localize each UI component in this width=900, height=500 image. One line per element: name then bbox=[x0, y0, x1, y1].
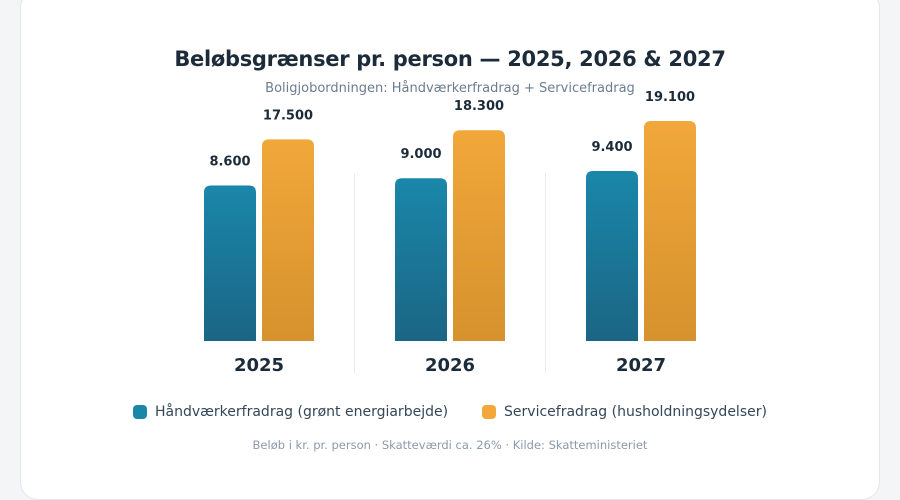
chart-subtitle: Boligjobordningen: Håndværkerfradrag + S… bbox=[265, 81, 635, 96]
data-label: 9.000 bbox=[400, 147, 441, 162]
category-label: 2027 bbox=[616, 355, 666, 376]
category-label: 2025 bbox=[234, 355, 284, 376]
legend-label: Servicefradrag (husholdningsydelser) bbox=[504, 404, 767, 420]
data-label: 17.500 bbox=[263, 108, 313, 123]
bar-servicefradrag-2025 bbox=[262, 139, 314, 341]
bar-haandvaerkerfradrag-2025 bbox=[204, 185, 256, 341]
data-label: 9.400 bbox=[591, 140, 632, 155]
legend-label: Håndværkerfradrag (grønt energiarbejde) bbox=[155, 404, 449, 420]
bar-servicefradrag-2026 bbox=[453, 130, 505, 341]
legend-swatch-orange bbox=[482, 405, 497, 419]
bar-haandvaerkerfradrag-2026 bbox=[395, 178, 447, 341]
data-label: 8.600 bbox=[209, 154, 250, 169]
data-label: 18.300 bbox=[454, 99, 504, 114]
legend: Håndværkerfradrag (grønt energiarbejde) … bbox=[0, 404, 900, 420]
legend-swatch-teal bbox=[133, 405, 148, 419]
legend-item-haandvaerkerfradrag: Håndværkerfradrag (grønt energiarbejde) bbox=[133, 404, 448, 420]
data-label: 19.100 bbox=[645, 90, 695, 105]
bar-servicefradrag-2027 bbox=[644, 121, 696, 341]
footnote: Beløb i kr. pr. person · Skatteværdi ca.… bbox=[252, 438, 648, 452]
chart-card bbox=[20, 0, 880, 500]
legend-item-servicefradrag: Servicefradrag (husholdningsydelser) bbox=[482, 404, 767, 420]
chart-title: Beløbsgrænser pr. person — 2025, 2026 & … bbox=[174, 47, 726, 71]
category-label: 2026 bbox=[425, 355, 475, 376]
bar-haandvaerkerfradrag-2027 bbox=[586, 171, 638, 341]
